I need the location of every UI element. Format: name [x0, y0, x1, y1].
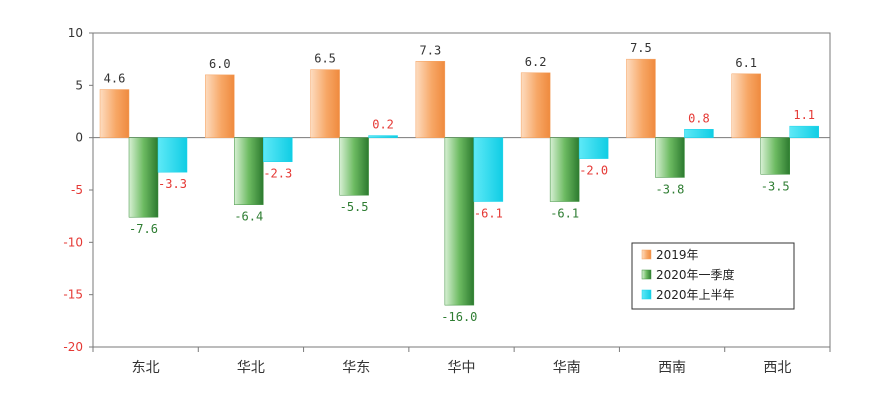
data-label: 0.8	[688, 111, 710, 125]
data-label: 7.5	[630, 41, 652, 55]
bar-series-3	[368, 135, 398, 138]
data-label: 1.1	[793, 108, 815, 122]
legend-label: 2020年上半年	[656, 288, 735, 302]
x-category-label: 华南	[553, 360, 581, 376]
data-label: -5.5	[340, 200, 369, 214]
bar-series-3	[789, 125, 819, 138]
x-category-label: 华东	[342, 360, 370, 376]
y-tick-label: -5	[71, 183, 83, 197]
data-label: -2.3	[263, 167, 292, 181]
data-label: -3.5	[761, 179, 790, 193]
data-label: -3.8	[655, 182, 684, 196]
bar-series-2	[444, 137, 475, 306]
bar-series-3	[684, 129, 714, 138]
x-category-label: 西南	[658, 360, 686, 376]
legend-box	[631, 242, 795, 310]
y-tick-label: -20	[63, 340, 83, 354]
x-category-label: 西北	[763, 360, 791, 376]
bar-series-3	[263, 137, 293, 162]
legend-swatch	[641, 269, 652, 280]
legend-swatch	[641, 249, 652, 260]
bar-series-1	[520, 72, 551, 138]
legend-label: 2020年一季度	[656, 267, 735, 282]
bar-series-3	[157, 137, 188, 173]
bar-series-1	[310, 69, 340, 138]
data-label: -3.3	[158, 177, 187, 191]
y-tick-label: -15	[63, 288, 83, 302]
x-category-label: 东北	[132, 360, 160, 376]
bar-series-2	[339, 137, 369, 196]
y-tick-label: -10	[63, 235, 83, 249]
data-label: 7.3	[420, 43, 442, 57]
data-label: -7.6	[129, 222, 158, 236]
bar-series-2	[655, 137, 685, 178]
legend-label: 2019年	[656, 248, 699, 262]
data-label: -6.4	[234, 210, 263, 224]
data-label: -2.0	[579, 164, 608, 178]
bar-series-2	[128, 137, 159, 218]
bar-series-2	[760, 137, 790, 175]
data-label: -16.0	[441, 310, 477, 324]
bar-series-2	[234, 137, 264, 205]
data-label: 0.2	[372, 118, 394, 132]
x-category-label: 华北	[237, 360, 265, 376]
data-label: 4.6	[104, 72, 126, 86]
bar-series-1	[205, 74, 235, 138]
bar-series-1	[626, 58, 656, 138]
data-label: 6.2	[525, 55, 547, 69]
bar-series-3	[578, 137, 609, 159]
bar-series-3	[473, 137, 504, 202]
data-label: 6.5	[314, 52, 336, 66]
y-tick-label: 0	[75, 131, 83, 145]
bar-series-1	[731, 73, 761, 138]
data-label: -6.1	[550, 207, 579, 221]
data-label: 6.0	[209, 57, 231, 71]
data-label: -6.1	[474, 207, 503, 221]
bar-series-1	[415, 61, 446, 138]
data-label: 6.1	[735, 56, 757, 70]
legend-swatch	[641, 289, 652, 300]
bar-series-1	[99, 89, 130, 138]
bar-series-2	[549, 137, 580, 202]
y-tick-label: 10	[68, 26, 83, 40]
x-category-label: 华中	[448, 360, 476, 376]
y-tick-label: 5	[75, 78, 83, 92]
